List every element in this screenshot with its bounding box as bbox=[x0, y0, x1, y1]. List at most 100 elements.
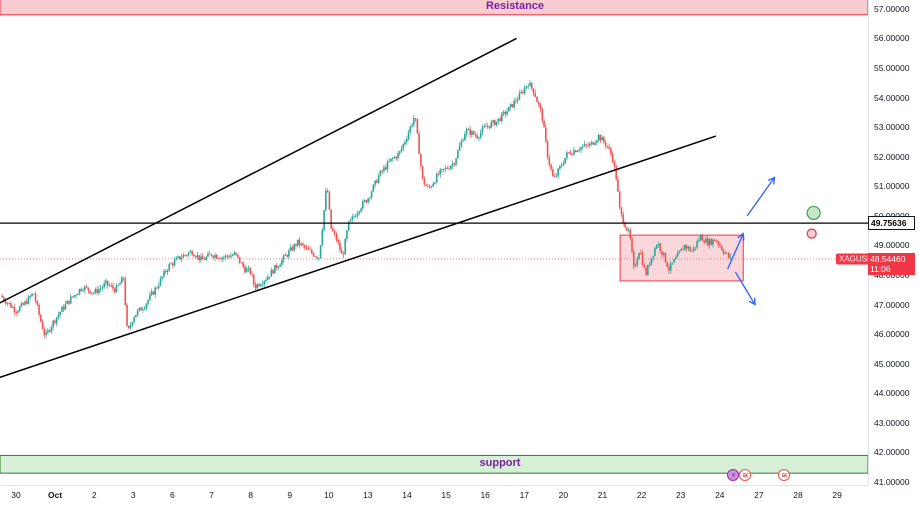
candle-body bbox=[648, 264, 651, 266]
candle-body bbox=[636, 259, 639, 265]
candle-body bbox=[265, 279, 267, 282]
candle-body bbox=[486, 126, 489, 127]
forecast-arrow-head-3 bbox=[748, 297, 756, 306]
price-tick-label: 46.00000 bbox=[874, 329, 910, 340]
event-flag-icon[interactable]: ≋ bbox=[739, 469, 752, 481]
candle-body bbox=[467, 129, 470, 130]
candle-body bbox=[362, 201, 364, 209]
candle-body bbox=[13, 306, 16, 312]
candle-body bbox=[122, 277, 125, 279]
forecast-arrow-1 bbox=[727, 233, 744, 270]
candle-body bbox=[335, 233, 338, 241]
candle-body bbox=[404, 141, 406, 145]
support-label: support bbox=[479, 457, 521, 470]
candle-body bbox=[34, 293, 37, 302]
candle-body bbox=[289, 247, 292, 251]
candle-body bbox=[618, 191, 621, 208]
candle-body bbox=[557, 168, 559, 176]
price-chart[interactable] bbox=[0, 0, 868, 485]
candle-body bbox=[223, 257, 225, 259]
support-zone bbox=[0, 454, 868, 474]
price-tick-label: 55.00000 bbox=[874, 63, 910, 74]
candle-body bbox=[441, 168, 443, 170]
candle-body bbox=[363, 200, 366, 202]
candle-body bbox=[386, 161, 389, 170]
candle-body bbox=[416, 119, 419, 134]
chart-plot-area[interactable]: Resistance support ⚡≋≋≋ bbox=[0, 0, 868, 485]
candle-body bbox=[432, 183, 434, 187]
candle-body bbox=[543, 120, 545, 128]
candle-body bbox=[346, 230, 348, 239]
price-tick-label: 44.00000 bbox=[874, 388, 910, 399]
candle-body bbox=[8, 302, 10, 304]
candle-body bbox=[247, 267, 250, 269]
candle-body bbox=[99, 288, 102, 290]
candle-body bbox=[143, 308, 146, 310]
candle-body bbox=[244, 266, 246, 273]
candle-body bbox=[50, 326, 53, 332]
candle-body bbox=[267, 276, 269, 280]
candle-body bbox=[493, 120, 496, 126]
candle-body bbox=[682, 248, 684, 250]
candle-body bbox=[18, 306, 21, 312]
candle-body bbox=[353, 216, 355, 218]
candle-body bbox=[230, 255, 232, 258]
candle-body bbox=[307, 247, 310, 250]
candle-body bbox=[560, 165, 563, 167]
time-axis[interactable]: 30 Oct 2 3 6 7 8 9 10 13 14 15 16 17 20 21 22 23 24 27 28 29 bbox=[0, 485, 868, 505]
candle-body bbox=[75, 295, 77, 296]
candle-body bbox=[17, 311, 19, 313]
candle-body bbox=[479, 132, 482, 138]
candle-body bbox=[36, 301, 39, 305]
price-axis[interactable]: 57.00000 56.00000 55.00000 54.00000 53.00000… bbox=[868, 0, 919, 487]
candle-body bbox=[126, 305, 128, 326]
candle-body bbox=[277, 266, 280, 269]
candle-body bbox=[390, 158, 392, 162]
candle-body bbox=[233, 252, 236, 255]
candle-body bbox=[566, 152, 568, 158]
candle-body bbox=[641, 253, 644, 265]
candle-body bbox=[673, 259, 676, 263]
candle-body bbox=[402, 144, 405, 149]
candle-body bbox=[576, 150, 579, 153]
candle-body bbox=[302, 243, 304, 246]
forecast-arrow-head-1 bbox=[737, 232, 745, 241]
candle-body bbox=[319, 245, 322, 259]
candle-body bbox=[472, 131, 475, 135]
candle-body bbox=[261, 284, 264, 285]
candle-body bbox=[552, 169, 554, 177]
candle-body bbox=[481, 127, 484, 133]
candle-body bbox=[520, 91, 522, 94]
candle-body bbox=[203, 259, 206, 260]
candle-body bbox=[699, 235, 702, 241]
candle-body bbox=[567, 152, 570, 154]
candle-body bbox=[541, 109, 544, 121]
candle-body bbox=[208, 253, 211, 255]
candle-body bbox=[413, 118, 415, 125]
price-tick-label: 43.00000 bbox=[874, 417, 910, 428]
candle-body bbox=[638, 253, 640, 260]
candle-body bbox=[288, 250, 290, 257]
event-flag-icon[interactable]: ≋ bbox=[778, 469, 791, 481]
candle-body bbox=[588, 143, 591, 146]
candle-body bbox=[550, 164, 552, 170]
candle-body bbox=[388, 161, 391, 163]
event-flash-icon[interactable]: ⚡ bbox=[727, 469, 740, 481]
candle-body bbox=[587, 145, 589, 146]
candle-body bbox=[286, 255, 288, 257]
candle-body bbox=[474, 134, 477, 136]
candle-body bbox=[145, 303, 148, 309]
time-tick-label: 22 bbox=[636, 490, 647, 500]
candle-body bbox=[349, 219, 352, 222]
candle-body bbox=[179, 256, 181, 260]
candle-body bbox=[548, 157, 551, 165]
candle-body bbox=[354, 216, 357, 217]
candle-body bbox=[1, 295, 3, 298]
candle-body bbox=[655, 245, 658, 249]
candle-body bbox=[592, 142, 595, 145]
channel-upper-line bbox=[0, 37, 517, 304]
candle-body bbox=[483, 126, 486, 128]
candle-body bbox=[20, 303, 23, 307]
candle-body bbox=[573, 150, 575, 155]
candle-body bbox=[640, 253, 642, 254]
